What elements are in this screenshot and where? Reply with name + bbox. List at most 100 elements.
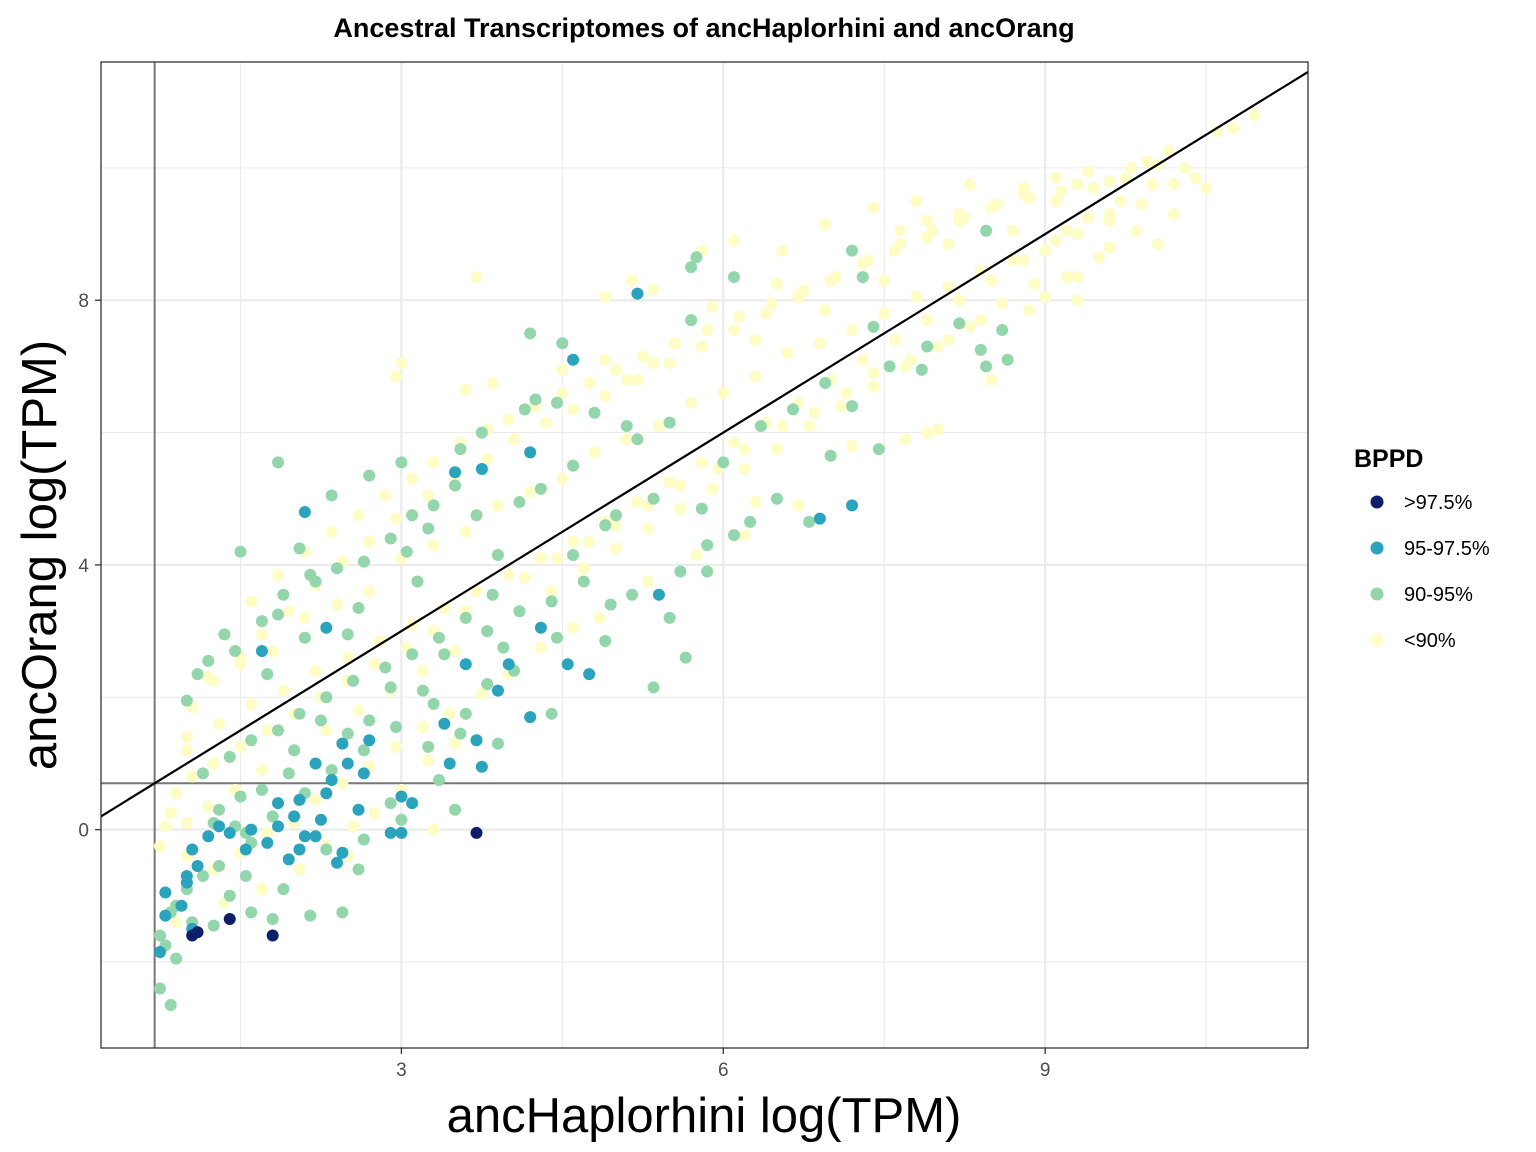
data-point-90-95 xyxy=(545,595,558,608)
data-point-90 xyxy=(819,218,832,231)
data-point-95-97-5 xyxy=(438,717,451,730)
data-point-90-95 xyxy=(229,644,242,657)
data-point-95-97-5 xyxy=(309,830,322,843)
data-point-95-97-5 xyxy=(567,353,580,366)
data-point-95-97-5 xyxy=(449,466,462,479)
data-point-90 xyxy=(760,307,773,320)
data-point-90-95 xyxy=(245,734,258,747)
data-point-90-95 xyxy=(556,337,569,350)
data-point-90 xyxy=(395,357,408,370)
data-point-90 xyxy=(556,472,569,485)
data-point-90 xyxy=(728,324,741,337)
data-point-95-97-5 xyxy=(470,734,483,747)
data-point-90 xyxy=(277,684,290,697)
data-point-90-95 xyxy=(416,684,429,697)
data-point-90 xyxy=(894,237,907,250)
data-point-90-95 xyxy=(154,982,167,995)
data-point-90 xyxy=(921,426,934,439)
data-point-90 xyxy=(180,730,193,743)
data-point-95-97-5 xyxy=(561,658,574,671)
data-point-90 xyxy=(765,297,778,310)
data-point-90 xyxy=(899,360,912,373)
data-point-95-97-5 xyxy=(491,684,504,697)
data-point-90-95 xyxy=(277,883,290,896)
data-point-90 xyxy=(352,509,365,522)
data-point-95-97-5 xyxy=(341,757,354,770)
data-point-90 xyxy=(685,396,698,409)
data-point-90 xyxy=(1049,194,1062,207)
data-point-95-97-5 xyxy=(223,826,236,839)
data-point-95-97-5 xyxy=(406,797,419,810)
data-point-90 xyxy=(899,433,912,446)
data-point-90-95 xyxy=(336,906,349,919)
data-point-90-95 xyxy=(293,542,306,555)
data-point-90 xyxy=(819,304,832,317)
data-point-95-97-5 xyxy=(320,787,333,800)
data-point-90 xyxy=(491,499,504,512)
data-point-90-95 xyxy=(819,376,832,389)
data-point-90 xyxy=(668,337,681,350)
data-point-97-5 xyxy=(223,912,236,925)
data-point-90-95 xyxy=(357,555,370,568)
legend-key xyxy=(1370,633,1384,647)
data-point-90-95 xyxy=(384,681,397,694)
data-point-90-95 xyxy=(277,588,290,601)
data-point-95-97-5 xyxy=(336,846,349,859)
data-point-90-95 xyxy=(588,406,601,419)
data-point-90 xyxy=(186,770,199,783)
data-point-90-95 xyxy=(550,631,563,644)
data-point-90 xyxy=(352,704,365,717)
data-point-90 xyxy=(921,314,934,327)
legend-key xyxy=(1370,495,1384,509)
data-point-90 xyxy=(245,697,258,710)
data-point-95-97-5 xyxy=(583,668,596,681)
data-point-90-95 xyxy=(288,744,301,757)
x-tick-label: 9 xyxy=(1040,1060,1051,1081)
data-point-90 xyxy=(556,363,569,376)
data-point-90-95 xyxy=(164,998,177,1011)
data-point-90-95 xyxy=(497,641,510,654)
data-point-90 xyxy=(620,433,633,446)
data-point-90-95 xyxy=(728,271,741,284)
data-point-90-95 xyxy=(272,724,285,737)
data-point-95-97-5 xyxy=(357,767,370,780)
data-point-90-95 xyxy=(154,929,167,942)
data-point-90 xyxy=(631,496,644,509)
data-point-90 xyxy=(701,324,714,337)
data-point-90 xyxy=(422,489,435,502)
data-point-90 xyxy=(609,542,622,555)
data-point-90 xyxy=(164,807,177,820)
legend-label: <90% xyxy=(1404,630,1456,652)
data-point-97-5 xyxy=(191,926,204,939)
data-point-90 xyxy=(202,800,215,813)
data-point-90 xyxy=(540,416,553,429)
data-point-95-97-5 xyxy=(261,836,274,849)
data-point-90 xyxy=(180,744,193,757)
data-point-90 xyxy=(1017,181,1030,194)
data-point-90 xyxy=(1028,277,1041,290)
data-point-90 xyxy=(1200,181,1213,194)
data-point-90-95 xyxy=(341,628,354,641)
data-point-90 xyxy=(974,264,987,277)
data-point-90-95 xyxy=(647,681,660,694)
data-point-90-95 xyxy=(728,529,741,542)
data-point-90-95 xyxy=(872,443,885,456)
data-point-95-97-5 xyxy=(524,446,537,459)
data-point-90 xyxy=(921,214,934,227)
data-point-90 xyxy=(599,390,612,403)
data-point-90 xyxy=(368,807,381,820)
chart-title: Ancestral Transcriptomes of ancHaplorhin… xyxy=(333,13,1074,43)
data-point-90 xyxy=(261,724,274,737)
data-point-90 xyxy=(390,512,403,525)
data-point-90-95 xyxy=(438,648,451,661)
data-point-90 xyxy=(1071,271,1084,284)
data-point-90-95 xyxy=(577,575,590,588)
data-point-90 xyxy=(390,740,403,753)
data-point-90-95 xyxy=(363,714,376,727)
data-point-90 xyxy=(1049,234,1062,247)
data-point-90 xyxy=(545,585,558,598)
data-point-90-95 xyxy=(690,251,703,264)
data-point-90 xyxy=(647,357,660,370)
data-point-90 xyxy=(180,817,193,830)
data-point-90-95 xyxy=(314,714,327,727)
